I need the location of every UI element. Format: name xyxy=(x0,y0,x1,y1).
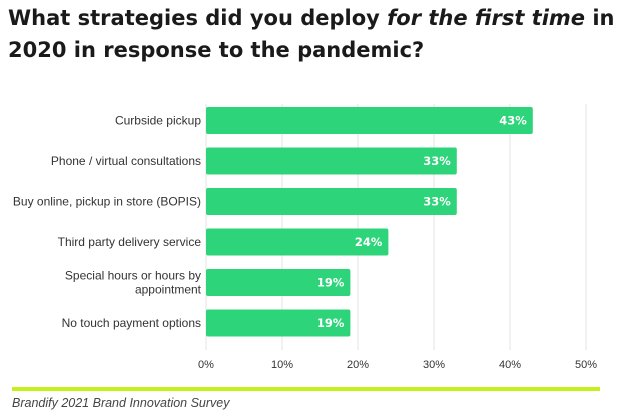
accent-divider xyxy=(12,387,600,391)
gridlines xyxy=(205,104,587,350)
category-label-2: Buy online, pickup in store (BOPIS) xyxy=(13,195,201,209)
bar-2 xyxy=(206,188,457,215)
bar-value-label-0: 43% xyxy=(499,114,527,128)
source-caption: Brandify 2021 Brand Innovation Survey xyxy=(12,396,230,410)
x-tick-label-40: 40% xyxy=(499,359,521,371)
x-tick-label-20: 20% xyxy=(347,359,369,371)
category-label-4-line-0: Special hours or hours by xyxy=(65,269,201,283)
bar-value-label-4: 19% xyxy=(317,276,345,290)
bar-4 xyxy=(206,269,351,296)
category-labels: Curbside pickup Phone / virtual consultat… xyxy=(13,114,202,331)
bar-3 xyxy=(206,228,389,256)
category-label-0: Curbside pickup xyxy=(115,114,201,128)
x-tick-label-0: 0% xyxy=(198,359,214,371)
bar-value-label-5: 19% xyxy=(317,316,345,330)
category-label-1: Phone / virtual consultations xyxy=(51,154,201,168)
category-label-4-line-1: appointment xyxy=(135,283,202,297)
bar-5 xyxy=(206,309,351,337)
bar-value-label-1: 33% xyxy=(423,154,451,168)
title-text-emphasis: for the first time xyxy=(387,6,586,30)
x-axis-tick-labels: 0% 10% 20% 30% 40% 50% xyxy=(198,359,597,371)
bars-group: 43% 33% 33% 24% 19% 19% xyxy=(206,107,533,337)
category-label-5: No touch payment options xyxy=(62,316,201,330)
title-text-start: What strategies did you deploy xyxy=(8,6,388,30)
bar-value-label-3: 24% xyxy=(355,235,383,249)
x-tick-label-30: 30% xyxy=(423,359,445,371)
title-text-end: in 2020 in response to the pandemic? xyxy=(8,6,615,62)
bar-1 xyxy=(206,147,457,175)
x-tick-label-50: 50% xyxy=(575,359,597,371)
bar-0 xyxy=(206,107,533,134)
category-label-3: Third party delivery service xyxy=(58,235,202,249)
bar-chart: 43% 33% 33% 24% 19% 19% Curbside pickup Phone … xyxy=(13,104,597,371)
chart-title: What strategies did you deploy for the f… xyxy=(8,2,618,66)
bar-value-label-2: 33% xyxy=(423,195,451,209)
x-tick-label-10: 10% xyxy=(271,359,293,371)
